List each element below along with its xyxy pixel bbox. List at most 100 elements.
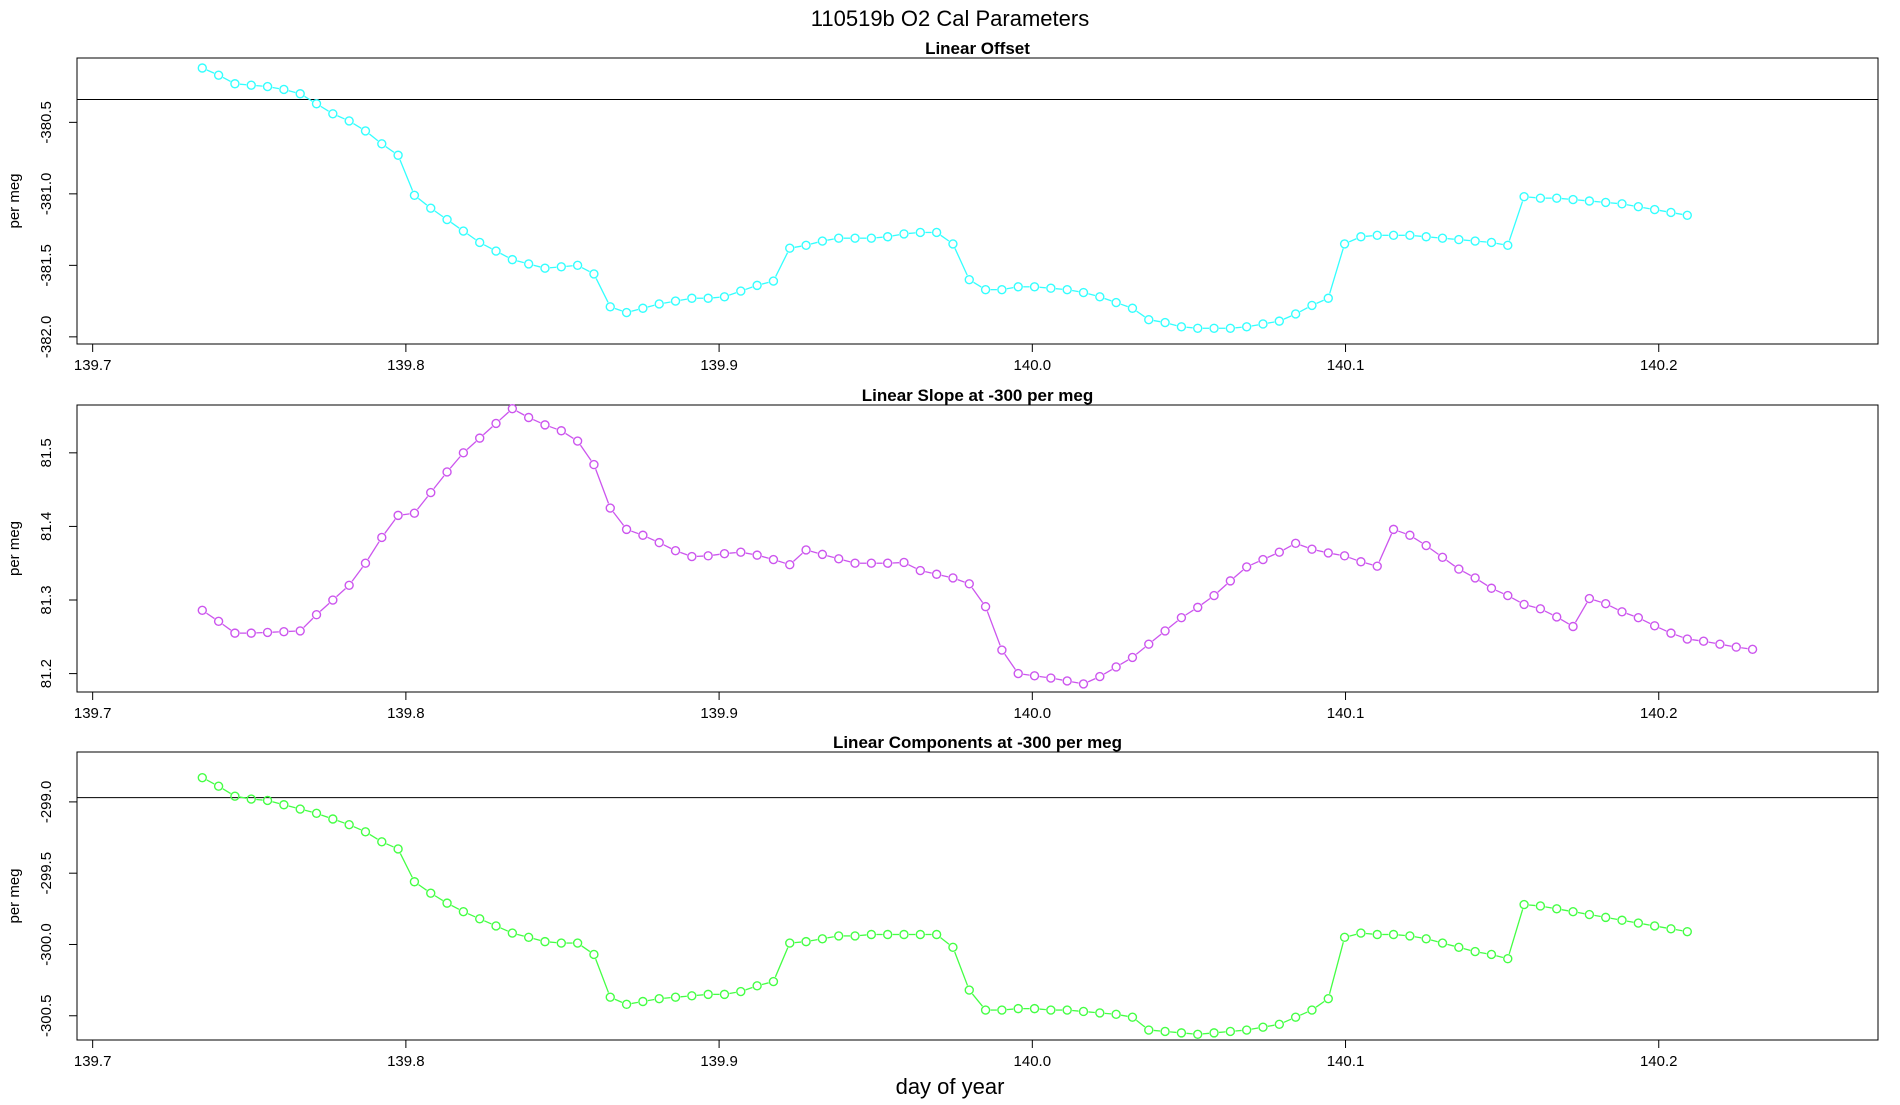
data-point <box>1487 950 1495 958</box>
data-point <box>1341 552 1349 560</box>
data-point <box>1373 930 1381 938</box>
data-point <box>1536 902 1544 910</box>
series-segment <box>596 959 609 992</box>
series-segment <box>500 412 509 420</box>
series-segment <box>400 160 413 191</box>
series-segment <box>1154 1030 1160 1031</box>
data-point <box>1406 932 1414 940</box>
data-point <box>720 550 728 558</box>
series-segment <box>419 885 427 891</box>
series-segment <box>1447 239 1453 240</box>
data-point <box>835 555 843 563</box>
series-segment <box>223 77 230 81</box>
data-point <box>215 617 223 625</box>
data-point <box>525 933 533 941</box>
data-point <box>1390 525 1398 533</box>
data-point <box>1455 943 1463 951</box>
data-point <box>1585 595 1593 603</box>
series-segment <box>1496 956 1503 958</box>
series-segment <box>1040 287 1046 288</box>
series-segment <box>320 603 329 611</box>
series-segment <box>1594 600 1601 602</box>
data-point <box>623 309 631 317</box>
data-point <box>769 978 777 986</box>
x-tick-label: 140.2 <box>1640 705 1678 722</box>
series-segment <box>1464 949 1471 951</box>
data-point <box>737 287 745 295</box>
data-point <box>933 228 941 236</box>
data-point <box>1373 231 1381 239</box>
data-point <box>982 603 990 611</box>
x-tick-label: 139.7 <box>74 1053 112 1070</box>
data-point <box>1471 574 1479 582</box>
data-point <box>1487 238 1495 246</box>
series-segment <box>517 411 525 415</box>
data-point <box>361 559 369 567</box>
data-point <box>720 990 728 998</box>
data-point <box>1667 925 1675 933</box>
data-point <box>1406 531 1414 539</box>
data-point <box>1161 627 1169 635</box>
data-point <box>476 434 484 442</box>
data-point <box>851 234 859 242</box>
data-point <box>606 993 614 1001</box>
data-point <box>1112 1010 1120 1018</box>
data-point <box>1177 323 1185 331</box>
data-point <box>296 627 304 635</box>
series-segment <box>1676 930 1682 931</box>
series-segment <box>941 938 949 945</box>
data-point <box>1422 233 1430 241</box>
data-point <box>1700 637 1708 645</box>
data-point <box>410 878 418 886</box>
series-segment <box>1284 316 1291 319</box>
data-point <box>1226 324 1234 332</box>
data-point <box>867 234 875 242</box>
series-segment <box>1561 619 1569 624</box>
x-tick-label: 139.8 <box>387 357 425 374</box>
series-segment <box>1039 676 1045 677</box>
series-segment <box>1005 654 1016 669</box>
data-point <box>965 986 973 994</box>
series-segment <box>338 821 345 823</box>
series-segment <box>418 496 428 509</box>
data-point <box>655 300 663 308</box>
data-point <box>1651 922 1659 930</box>
data-point <box>1357 929 1365 937</box>
data-point <box>1210 592 1218 600</box>
data-point <box>1455 565 1463 573</box>
data-point <box>900 930 908 938</box>
series-segment <box>1202 599 1210 605</box>
series-segment <box>1578 200 1584 201</box>
data-point <box>704 294 712 302</box>
data-point <box>1079 289 1087 297</box>
data-point <box>623 1000 631 1008</box>
data-point <box>1079 680 1087 688</box>
data-point <box>1145 316 1153 324</box>
data-point <box>329 815 337 823</box>
series-segment <box>1611 203 1617 204</box>
data-point <box>1618 608 1626 616</box>
data-point <box>1210 324 1218 332</box>
series-segment <box>1709 642 1715 643</box>
data-point <box>345 821 353 829</box>
series-segment <box>762 282 769 284</box>
panel-title: Linear Components at -300 per meg <box>833 733 1122 752</box>
data-point <box>998 1006 1006 1014</box>
series-segment <box>386 147 394 153</box>
series-segment <box>566 433 574 438</box>
data-point <box>590 950 598 958</box>
data-point <box>851 932 859 940</box>
series-segment <box>1088 679 1095 682</box>
series-segment <box>1316 1002 1324 1008</box>
series-segment <box>1464 240 1470 241</box>
data-point <box>1504 955 1512 963</box>
data-point <box>1520 600 1528 608</box>
data-point <box>1014 670 1022 678</box>
data-point <box>704 552 712 560</box>
series-segment <box>517 261 524 263</box>
x-tick-label: 140.0 <box>1014 357 1052 374</box>
data-point <box>427 204 435 212</box>
data-point <box>1128 1013 1136 1021</box>
series-segment <box>1480 241 1486 242</box>
